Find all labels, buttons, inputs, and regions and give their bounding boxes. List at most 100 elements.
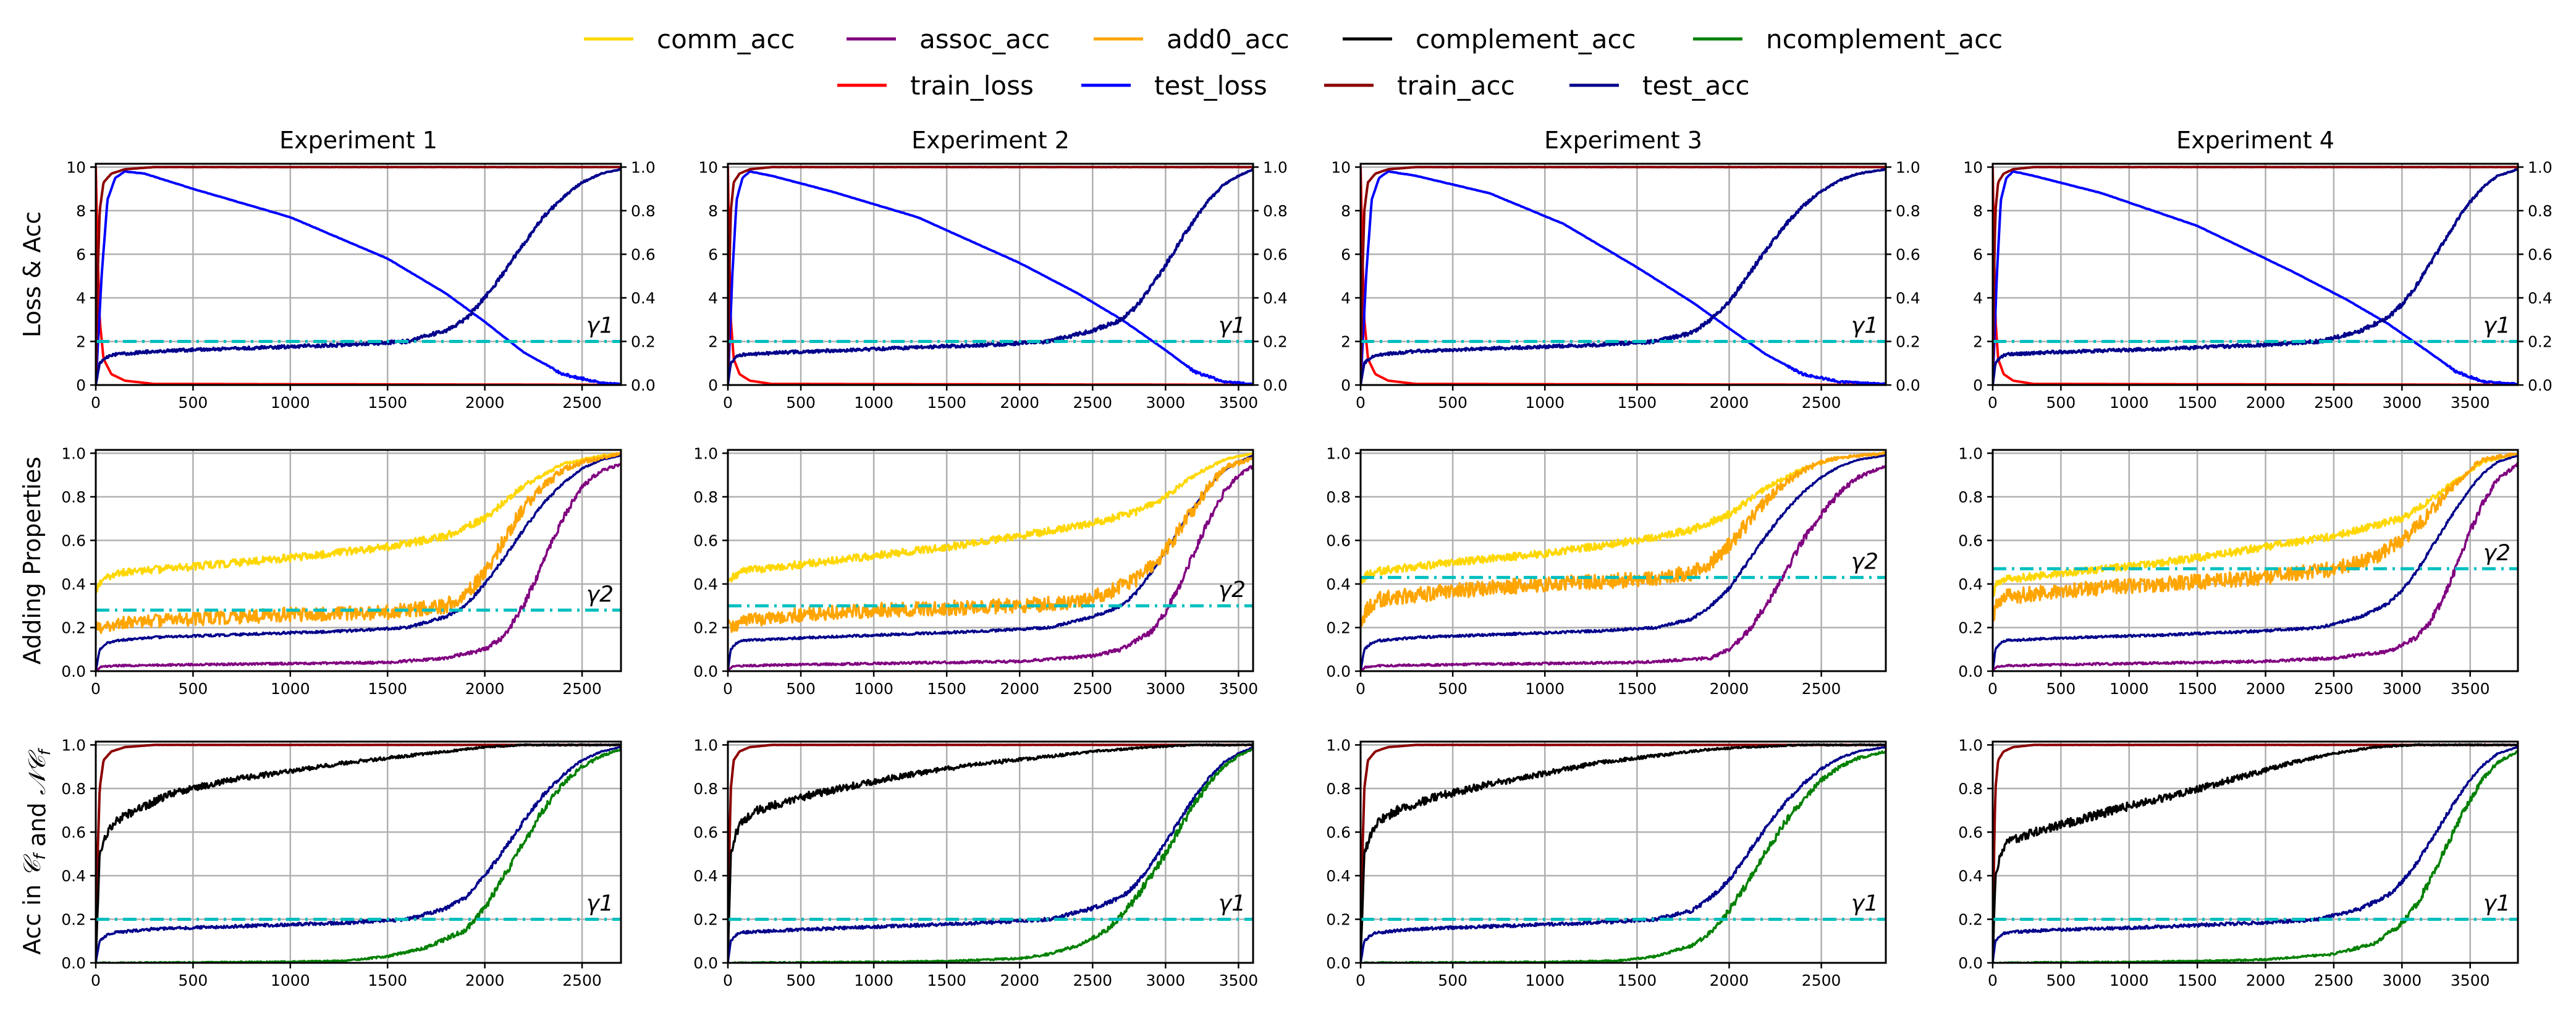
y-tick-label: 10: [66, 158, 86, 176]
series-test_loss: [96, 170, 621, 385]
y-tick-label: 4: [1341, 289, 1351, 307]
series-test_acc: [96, 454, 621, 671]
threshold-label: γ2: [1218, 577, 1246, 603]
x-axis: 0 500 1000 1500 2000 2500 3000 3500: [723, 671, 1258, 698]
y-tick-label: 0.4: [61, 575, 86, 593]
legend-entry: test_loss: [1081, 70, 1267, 101]
y-tick-label: 0.8: [693, 780, 718, 798]
y-right-tick-label: 0.4: [1263, 289, 1288, 307]
x-axis: 0 500 1000 1500 2000 2500 3000 3500: [1988, 385, 2490, 412]
x-tick-label: 3000: [1146, 394, 1186, 412]
threshold-label: γ2: [2483, 540, 2511, 565]
x-axis: 0 500 1000 1500 2000 2500 3000 3500: [1988, 963, 2490, 989]
axes-frame: [1991, 449, 2519, 672]
y-tick-label: 2: [76, 332, 86, 350]
series-comm_acc: [1361, 452, 1886, 585]
y-tick-label: 4: [1973, 289, 1983, 307]
x-tick-label: 500: [786, 680, 816, 698]
y-axis: 0.0 0.2 0.4 0.6 0.8 1.0: [1326, 444, 1361, 680]
x-tick-label: 0: [723, 680, 733, 698]
series-add0_acc: [728, 456, 1253, 633]
series-test_acc: [1361, 746, 1886, 963]
y-tick-label: 0.6: [693, 823, 718, 841]
series-test_acc: [1993, 454, 2518, 671]
legend-entry: train_loss: [837, 70, 1034, 101]
y-tick-label: 0.0: [1958, 954, 1983, 972]
legend-entry: assoc_acc: [847, 24, 1050, 54]
y-tick-label: 1.0: [61, 444, 86, 462]
series-train_loss: [96, 167, 621, 385]
series-train_acc: [728, 743, 1253, 963]
x-tick-label: 2500: [1802, 680, 1841, 698]
x-tick-label: 3500: [1219, 972, 1259, 989]
y-axis: 0.0 0.2 0.4 0.6 0.8 1.0: [693, 444, 728, 680]
series-assoc_acc: [1993, 462, 2518, 671]
x-tick-label: 500: [179, 972, 208, 989]
series-comm_acc: [728, 452, 1253, 583]
x-tick-label: 1500: [2177, 972, 2217, 989]
y-tick-label: 6: [708, 245, 718, 263]
y-right-tick-label: 0.2: [1263, 332, 1288, 350]
y-axis: 0.0 0.2 0.4 0.6 0.8 1.0: [1326, 736, 1361, 972]
y-tick-label: 0.0: [1326, 663, 1351, 680]
threshold-label: γ1: [1851, 891, 1878, 916]
x-tick-label: 500: [2046, 680, 2076, 698]
y-tick-label: 0.6: [61, 823, 86, 841]
y-tick-label: 0.0: [61, 663, 86, 680]
x-tick-label: 3500: [2451, 972, 2490, 989]
subplot-1-loss: γ10 500 1000 1500 2000 250002468100.00.20.40.…: [66, 127, 656, 412]
y-tick-label: 6: [76, 245, 86, 263]
x-tick-label: 2000: [465, 972, 505, 989]
legend-label: add0_acc: [1167, 24, 1290, 54]
series-ncomplement_acc: [728, 747, 1253, 963]
x-axis: 0 500 1000 1500 2000 2500 3000 3500: [723, 385, 1258, 412]
y-tick-label: 0.4: [693, 867, 718, 885]
x-tick-label: 3000: [2383, 394, 2422, 412]
x-tick-label: 0: [723, 972, 733, 989]
x-tick-label: 1500: [927, 394, 966, 412]
y-tick-label: 0: [1973, 376, 1983, 394]
x-tick-label: 2000: [2246, 972, 2286, 989]
axes-frame: [1359, 163, 1887, 386]
legend-label: comm_acc: [657, 24, 795, 54]
x-tick-label: 1000: [2109, 680, 2149, 698]
x-tick-label: 2000: [1000, 394, 1039, 412]
series-test_loss: [1361, 170, 1886, 385]
y-tick-label: 0.2: [1326, 910, 1351, 928]
y-tick-label: 0.4: [61, 867, 86, 885]
row-labels: Loss & Acc Adding Properties Acc in 𝒞f and…: [19, 211, 54, 955]
x-tick-label: 1000: [271, 972, 310, 989]
series-ncomplement_acc: [1361, 750, 1886, 963]
y-right-tick-label: 0.4: [2528, 289, 2553, 307]
x-tick-label: 3500: [2451, 394, 2490, 412]
series-add0_acc: [1361, 451, 1886, 627]
y-right-tick-label: 0.2: [2528, 332, 2553, 350]
y-axis: 0 2 4 6 8 10: [1331, 158, 1361, 394]
y-tick-label: 0.0: [61, 954, 86, 972]
x-tick-label: 0: [1988, 680, 1998, 698]
plot-area: [1993, 743, 2518, 963]
y-axis-right: 0.0 0.2 0.4 0.6 0.8 1.0: [1253, 158, 1288, 394]
legend-entry: complement_acc: [1343, 24, 1636, 54]
y-axis: 0.0 0.2 0.4 0.6 0.8 1.0: [1958, 736, 1993, 972]
plot-area: [728, 743, 1253, 963]
series-train_acc: [1361, 743, 1886, 963]
series-test_acc: [1361, 167, 1886, 385]
x-tick-label: 2500: [1073, 394, 1112, 412]
x-tick-label: 1000: [854, 680, 893, 698]
y-right-tick-label: 0.6: [1896, 245, 1920, 263]
legend-entry: train_acc: [1324, 70, 1515, 101]
series-assoc_acc: [1361, 465, 1886, 671]
x-tick-label: 0: [91, 972, 101, 989]
x-tick-label: 1500: [1618, 680, 1657, 698]
series-test_acc: [1993, 167, 2518, 385]
y-right-tick-label: 0.6: [2528, 245, 2553, 263]
threshold-label: γ1: [586, 891, 614, 916]
y-right-tick-label: 0.2: [631, 332, 656, 350]
plot-area: [1993, 166, 2518, 385]
series-add0_acc: [96, 452, 621, 634]
row-label: Loss & Acc: [19, 211, 46, 337]
series-ncomplement_acc: [96, 748, 621, 963]
y-right-tick-label: 0.8: [1896, 202, 1920, 220]
threshold-label: γ2: [586, 582, 614, 607]
